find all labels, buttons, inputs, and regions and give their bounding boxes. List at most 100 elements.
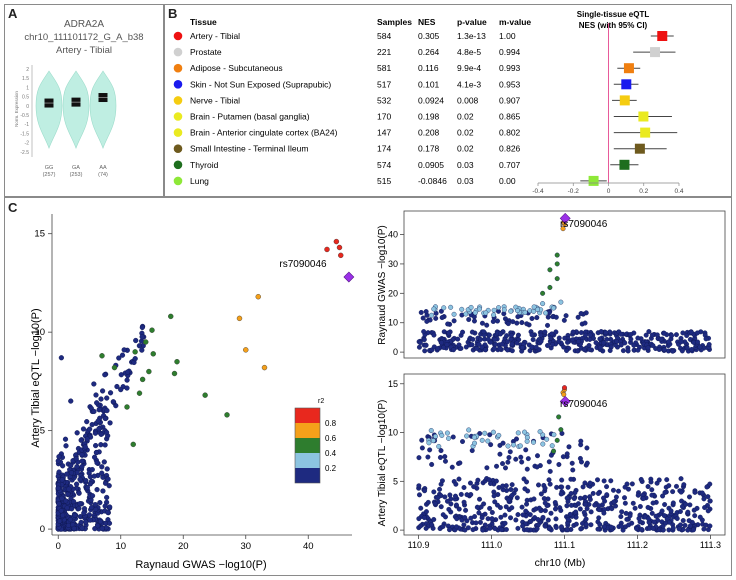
locus-point bbox=[569, 460, 575, 466]
scatter-point bbox=[73, 456, 79, 462]
locus-ytick-label: 10 bbox=[388, 318, 398, 328]
scatter-point bbox=[93, 392, 99, 398]
variant-id: chr10_111101172_G_A_b38 bbox=[24, 32, 143, 43]
locus-point bbox=[561, 317, 567, 323]
locus-point bbox=[484, 322, 490, 328]
tissue-name: Small Intestine - Terminal Ileum bbox=[190, 144, 308, 154]
nes-value: 0.178 bbox=[418, 144, 440, 154]
locus-point bbox=[531, 304, 537, 310]
scatter-ytick-label: 0 bbox=[40, 524, 45, 535]
scatter-point-colored bbox=[150, 351, 156, 357]
scatter-point bbox=[83, 519, 89, 525]
locus-point bbox=[543, 310, 549, 316]
locus-point bbox=[425, 499, 431, 505]
locus-point bbox=[483, 310, 489, 316]
locus-ytick-label: 15 bbox=[388, 379, 398, 389]
panel-label-c: C bbox=[8, 200, 18, 215]
locus-point bbox=[540, 290, 546, 296]
scatter-point bbox=[68, 470, 75, 476]
locus-point bbox=[529, 332, 535, 338]
nes-value: 0.101 bbox=[418, 79, 440, 89]
locus-point bbox=[546, 477, 552, 483]
locus-point bbox=[565, 516, 571, 522]
locus-ytick-label: 0 bbox=[393, 347, 398, 357]
locus-point bbox=[487, 525, 493, 531]
locus-point bbox=[595, 526, 601, 532]
scatter-point bbox=[59, 495, 65, 501]
scatter-point-colored bbox=[99, 353, 105, 359]
locus-point bbox=[534, 306, 540, 312]
locus-point bbox=[536, 482, 541, 488]
pvalue-value: 0.02 bbox=[457, 128, 474, 138]
locus-point bbox=[677, 509, 683, 515]
scatter-point bbox=[106, 520, 113, 526]
locus-point bbox=[674, 516, 680, 522]
scatter-point bbox=[64, 471, 70, 477]
locus-point bbox=[481, 329, 487, 335]
locus-point bbox=[560, 226, 566, 232]
locus-point bbox=[538, 491, 544, 497]
scatter-point bbox=[98, 442, 104, 448]
samples-value: 221 bbox=[377, 47, 391, 57]
locus-point bbox=[505, 321, 511, 327]
locus-point bbox=[421, 337, 427, 343]
locus-point bbox=[561, 392, 567, 397]
scatter-xtick-label: 0 bbox=[56, 541, 61, 552]
locus-point bbox=[509, 348, 515, 354]
locus-point bbox=[614, 339, 620, 344]
locus-point bbox=[440, 523, 446, 529]
locus-point bbox=[492, 336, 498, 342]
locus-point bbox=[442, 494, 448, 500]
locus-point bbox=[577, 495, 583, 501]
scatter-point-colored bbox=[336, 244, 343, 251]
locus-point bbox=[449, 464, 455, 470]
locus-point bbox=[683, 501, 689, 507]
scatter-point bbox=[94, 487, 100, 493]
locus-xtick-label: 110.9 bbox=[408, 540, 430, 550]
tissue-name: Artery - Tibial bbox=[190, 31, 240, 41]
locus-point bbox=[522, 309, 528, 315]
scatter-axes: 0 10 20 30 40 0 5 10 15 bbox=[34, 214, 352, 552]
locus-point bbox=[463, 311, 469, 317]
locus-point bbox=[459, 306, 465, 312]
locus-point bbox=[456, 476, 462, 482]
scatter-point bbox=[81, 506, 88, 512]
tissue-name: Brain - Anterior cingulate cortex (BA24) bbox=[190, 128, 338, 138]
scatter-point bbox=[139, 347, 145, 353]
locus-point bbox=[662, 489, 668, 495]
locus-point bbox=[515, 430, 521, 436]
locus-point bbox=[583, 521, 589, 527]
forest-nes-square bbox=[623, 63, 634, 74]
scatter-point bbox=[136, 343, 142, 349]
locus-point bbox=[576, 338, 582, 344]
locus-point bbox=[620, 348, 626, 354]
scatter-point bbox=[79, 458, 85, 464]
locus-point bbox=[587, 497, 593, 502]
locus-point bbox=[684, 333, 690, 339]
scatter-point bbox=[110, 399, 116, 405]
forest-xtick-label: -0.2 bbox=[568, 188, 580, 195]
locus-point bbox=[445, 321, 451, 327]
scatter-points bbox=[55, 238, 355, 532]
locus-point bbox=[568, 491, 574, 496]
scatter-point bbox=[97, 518, 104, 525]
locus-point bbox=[540, 441, 546, 447]
scatter-point bbox=[87, 426, 93, 432]
locus-point bbox=[613, 503, 619, 509]
violin-ytick-label: -2.5 bbox=[20, 150, 29, 156]
locus-point bbox=[601, 340, 607, 346]
locus-point bbox=[515, 525, 521, 531]
forest-nes-square bbox=[638, 111, 649, 122]
locus-point bbox=[575, 314, 581, 320]
tissue-name: Skin - Not Sun Exposed (Suprapubic) bbox=[190, 79, 331, 89]
locus-point bbox=[562, 335, 568, 341]
scatter-point bbox=[62, 436, 69, 442]
nes-value: 0.198 bbox=[418, 112, 440, 122]
locus-point bbox=[540, 301, 546, 307]
mvalue-value: 0.00 bbox=[499, 176, 516, 186]
locus-point bbox=[423, 309, 429, 315]
locus-point bbox=[422, 348, 428, 354]
scatter-lead-snp-label: rs7090046 bbox=[279, 259, 327, 270]
panel-b: B Tissue Samples NES p-value m-value Sin… bbox=[164, 4, 732, 197]
violin-shape bbox=[35, 70, 63, 149]
